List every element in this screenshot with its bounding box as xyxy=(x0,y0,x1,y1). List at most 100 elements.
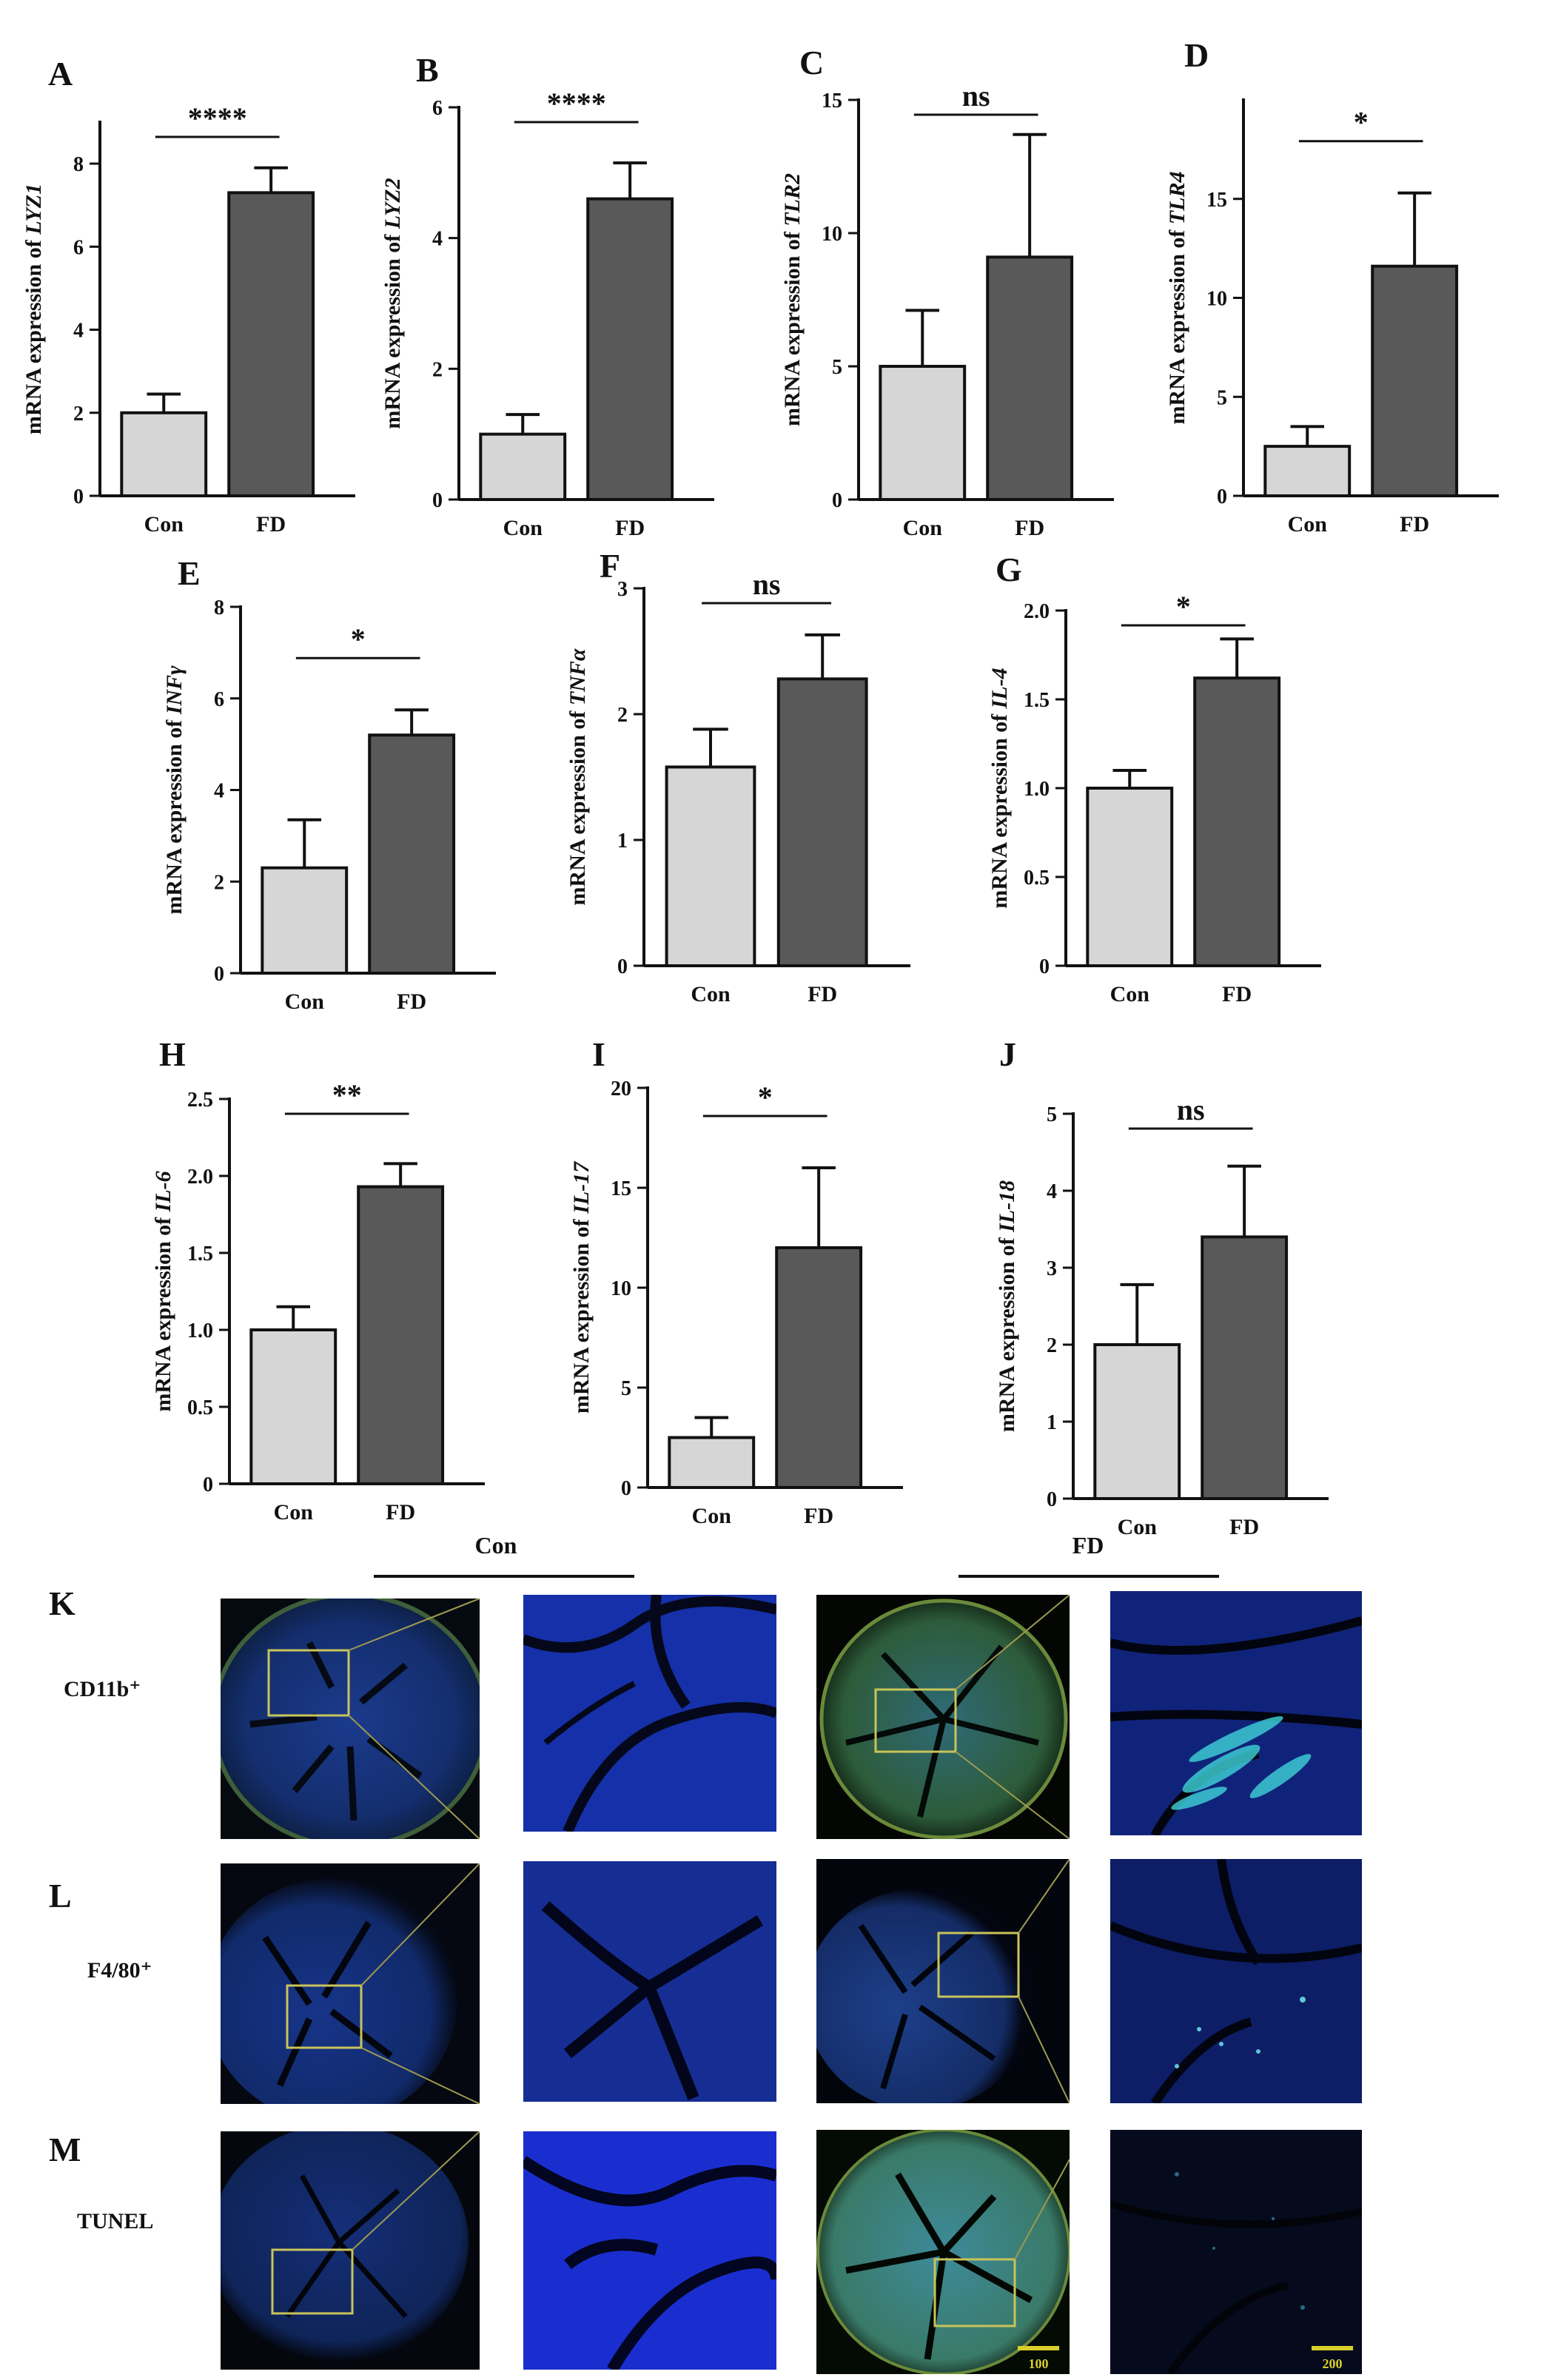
y-tick-label: 0 xyxy=(617,955,628,978)
x-tick-label: FD xyxy=(808,982,837,1006)
x-tick-label: Con xyxy=(285,989,325,1014)
bar-con xyxy=(1263,445,1352,497)
y-tick-label: 0 xyxy=(203,1473,213,1496)
y-tick-label: 6 xyxy=(432,97,443,120)
x-tick-label: FD xyxy=(1222,982,1252,1006)
bar-con xyxy=(261,866,349,975)
panel-letter: I xyxy=(592,1035,605,1073)
panel-letter: F xyxy=(600,547,620,585)
bar-fd xyxy=(776,677,868,967)
y-tick-label: 1 xyxy=(1047,1411,1057,1434)
y-axis-label: mRNA expression of INFγ xyxy=(162,665,187,915)
y-tick-label: 0 xyxy=(73,485,84,508)
x-tick-label: Con xyxy=(144,512,184,537)
bar-fd xyxy=(368,733,456,975)
y-tick-label: 6 xyxy=(73,236,84,259)
x-tick-label: FD xyxy=(615,516,645,540)
bar-con xyxy=(879,365,967,501)
panel-letter: H xyxy=(159,1035,186,1073)
svg-text:200: 200 xyxy=(1323,2356,1343,2371)
x-tick-label: Con xyxy=(1118,1515,1158,1539)
y-tick-label: 1 xyxy=(617,830,628,853)
y-tick-label: 4 xyxy=(214,780,224,803)
bar-con xyxy=(1086,787,1174,967)
micrograph-m-con-zoom xyxy=(523,2131,776,2370)
y-tick-label: 0.5 xyxy=(1024,867,1050,890)
x-tick-label: FD xyxy=(1229,1515,1259,1539)
bar-chart-panel-c: C 0 5 10 15 mRNA expression of TLR2 Con FD ns xyxy=(780,44,1114,540)
y-tick-label: 0 xyxy=(1047,1488,1057,1511)
bar-con xyxy=(120,411,208,497)
panel-letter: B xyxy=(416,51,439,89)
micrograph-l-con-zoom xyxy=(523,1861,776,2102)
y-tick-label: 2 xyxy=(1047,1334,1057,1357)
zoom-box xyxy=(937,1932,1020,1998)
y-tick-label: 4 xyxy=(73,320,84,343)
zoom-box xyxy=(267,1649,350,1717)
bar-chart-panel-e: E 0 2 4 6 8 mRNA expression of INFγ Con FD * xyxy=(162,554,496,1014)
y-tick-label: 15 xyxy=(822,90,842,112)
y-tick-label: 10 xyxy=(822,223,842,246)
y-tick-label: 15 xyxy=(611,1177,631,1200)
y-axis-label: mRNA expression of LYZ1 xyxy=(21,184,46,434)
bar-con xyxy=(1093,1343,1181,1500)
bar-chart-panel-i: I 0 5 10 15 20 mRNA expression of IL-17 Con FD * xyxy=(569,1035,903,1528)
x-tick-label: Con xyxy=(692,1504,732,1528)
y-tick-label: 0.5 xyxy=(187,1396,213,1419)
significance-label: ns xyxy=(1177,1093,1205,1126)
y-tick-label: 2 xyxy=(73,403,84,426)
bar-chart-panel-a: A 0 2 4 6 8 mRNA expression of LYZ1 Con FD **** xyxy=(21,55,355,537)
y-tick-label: 5 xyxy=(1047,1103,1057,1126)
x-tick-label: FD xyxy=(397,989,426,1014)
y-tick-label: 0 xyxy=(832,489,842,512)
panel-letter-m: M xyxy=(49,2131,81,2168)
row-label-cd11b: CD11b⁺ xyxy=(64,1677,141,1701)
zoom-box xyxy=(874,1688,957,1753)
significance-label: * xyxy=(1176,590,1191,623)
y-axis-label: mRNA expression of TLR4 xyxy=(1165,172,1189,425)
y-tick-label: 2 xyxy=(432,358,443,381)
y-tick-label: 20 xyxy=(611,1078,631,1100)
y-axis-label: mRNA expression of IL-17 xyxy=(569,1161,594,1413)
y-tick-label: 0 xyxy=(214,963,224,986)
y-axis-label: mRNA expression of TNFα xyxy=(565,648,590,905)
y-tick-label: 1.5 xyxy=(1024,689,1050,712)
x-tick-label: FD xyxy=(1400,512,1429,537)
bar-chart-panel-b: B 0 2 4 6 mRNA expression of LYZ2 Con FD **** xyxy=(380,51,714,540)
bar-con xyxy=(668,1436,756,1489)
y-tick-label: 0 xyxy=(1217,485,1227,508)
y-tick-label: 8 xyxy=(214,596,224,619)
y-axis-label: mRNA expression of LYZ2 xyxy=(380,178,405,428)
y-tick-label: 2.5 xyxy=(187,1089,213,1112)
bar-fd xyxy=(1193,676,1281,967)
y-tick-label: 5 xyxy=(832,356,842,379)
y-tick-label: 5 xyxy=(621,1377,631,1400)
bar-fd xyxy=(1201,1235,1289,1500)
panel-letter-k: K xyxy=(49,1584,75,1622)
micrograph-m-con-overview xyxy=(221,2131,480,2370)
y-tick-label: 0 xyxy=(1039,955,1050,978)
bar-fd xyxy=(775,1246,863,1489)
x-tick-label: FD xyxy=(804,1504,833,1528)
panel-letter: C xyxy=(799,44,824,81)
micrograph-m-fd-zoom: 200 xyxy=(1110,2130,1362,2374)
y-tick-label: 3 xyxy=(617,578,628,601)
y-tick-label: 1.5 xyxy=(187,1243,213,1265)
significance-label: * xyxy=(351,622,366,656)
micrograph-k-fd-zoom xyxy=(1110,1591,1362,1835)
bar-fd xyxy=(986,255,1074,501)
y-tick-label: 3 xyxy=(1047,1257,1057,1280)
scale-bar xyxy=(1312,2346,1353,2350)
micrograph-l-con-overview xyxy=(221,1863,480,2104)
bar-fd xyxy=(227,191,315,497)
panel-letter: G xyxy=(996,551,1022,588)
significance-label: * xyxy=(758,1080,773,1114)
x-tick-label: Con xyxy=(691,982,731,1006)
significance-label: **** xyxy=(188,101,247,135)
significance-label: * xyxy=(1354,106,1369,139)
x-tick-label: Con xyxy=(1288,512,1328,537)
y-tick-label: 0 xyxy=(621,1477,631,1500)
panel-letter: A xyxy=(48,55,73,93)
bar-fd xyxy=(1371,264,1459,497)
y-tick-label: 8 xyxy=(73,153,84,176)
